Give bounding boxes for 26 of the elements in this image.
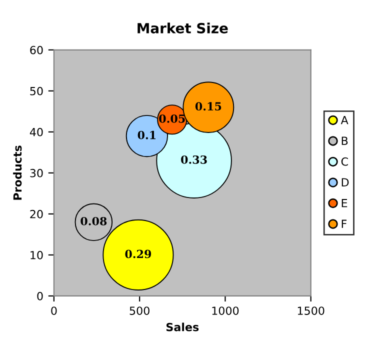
y-tick-label: 50 [30, 86, 43, 96]
y-tick-label: 0 [37, 292, 43, 300]
data-label: 0.33 [181, 155, 207, 164]
x-axis-title: Sales [166, 322, 199, 332]
data-label: 0.05 [159, 114, 185, 123]
chart-title: Market Size [138, 22, 228, 34]
data-label: 0.29 [125, 250, 152, 258]
legend-label: F [342, 220, 347, 228]
x-tick-label: 1500 [298, 306, 324, 315]
x-tick-label: 1000 [212, 306, 239, 315]
legend-label: D [342, 178, 349, 186]
y-tick-label: 10 [30, 250, 43, 260]
x-tick-label: 0 [51, 306, 57, 315]
legend-label: C [341, 157, 348, 166]
x-tick-label: 500 [130, 306, 150, 315]
y-tick-label: 20 [30, 210, 43, 218]
data-label: 0.1 [138, 130, 156, 140]
y-tick-label: 30 [30, 168, 43, 178]
y-axis-title: Products [13, 146, 22, 200]
legend-label: A [340, 116, 348, 124]
y-tick-label: 60 [30, 46, 43, 54]
data-label: 0.15 [195, 102, 222, 111]
y-tick-label: 40 [30, 128, 43, 136]
data-label: 0.08 [80, 216, 107, 226]
legend-label: E [342, 199, 348, 208]
legend-label: B [342, 136, 348, 145]
